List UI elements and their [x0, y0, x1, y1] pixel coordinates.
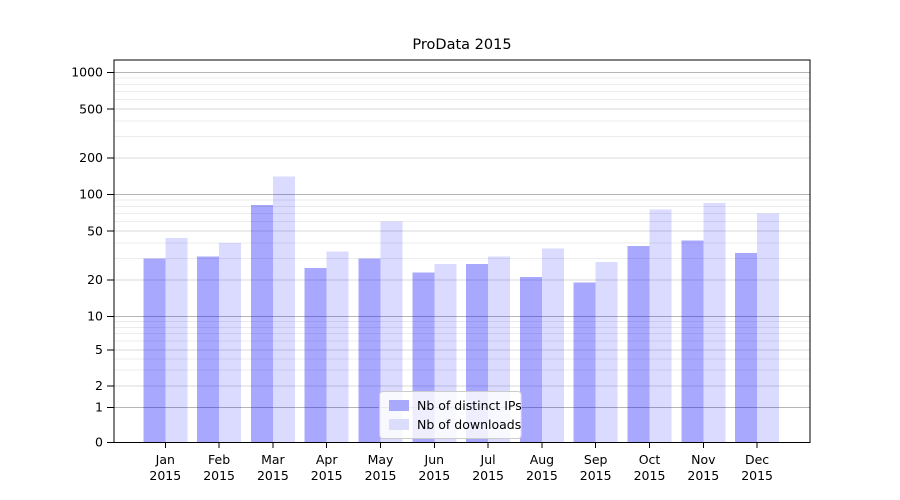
x-tick-label-month: Feb: [208, 452, 230, 467]
y-tick-label: 0: [95, 435, 103, 450]
y-tick-label: 50: [87, 223, 103, 238]
y-tick-label: 1: [95, 400, 103, 415]
bar-downloads-jan: [165, 237, 188, 443]
x-tick-label-year: 2015: [257, 468, 289, 483]
x-tick-label-year: 2015: [203, 468, 235, 483]
bar-downloads-oct: [649, 209, 672, 443]
bar-distinct-ips-may: [358, 258, 381, 443]
bar-downloads-feb: [219, 243, 242, 443]
bar-distinct-ips-apr: [304, 267, 327, 443]
bar-distinct-ips-aug: [519, 277, 542, 443]
y-tick-label: 2: [95, 378, 103, 393]
legend-swatch-distinct-ips: [389, 400, 409, 411]
bar-downloads-may: [380, 221, 403, 443]
x-tick-label-year: 2015: [526, 468, 558, 483]
x-tick-label-month: Mar: [261, 452, 285, 467]
y-tick-label: 100: [79, 187, 103, 202]
bar-downloads-mar: [272, 176, 295, 443]
y-tick-label: 200: [79, 150, 103, 165]
bar-distinct-ips-sep: [573, 282, 596, 443]
bar-downloads-apr: [326, 251, 349, 443]
bar-distinct-ips-oct: [627, 245, 650, 443]
x-tick-label-month: Oct: [639, 452, 661, 467]
y-tick-label: 5: [95, 342, 103, 357]
x-tick-label-month: May: [368, 452, 394, 467]
legend-label-distinct-ips: Nb of distinct IPs: [417, 398, 522, 413]
x-tick-label-month: Aug: [530, 452, 554, 467]
x-tick-label-year: 2015: [149, 468, 181, 483]
bar-downloads-nov: [703, 203, 726, 443]
bar-distinct-ips-mar: [250, 205, 273, 443]
legend-label-downloads: Nb of downloads: [417, 417, 522, 432]
legend: Nb of distinct IPs Nb of downloads: [379, 391, 522, 439]
x-tick-label-month: Apr: [316, 452, 338, 467]
x-tick-label-year: 2015: [687, 468, 719, 483]
legend-item-distinct-ips: Nb of distinct IPs: [389, 398, 522, 413]
bar-distinct-ips-jan: [143, 258, 166, 443]
y-tick-label: 1000: [71, 65, 103, 80]
x-tick-label-year: 2015: [741, 468, 773, 483]
x-tick-label-year: 2015: [634, 468, 666, 483]
y-tick-label: 20: [87, 272, 103, 287]
y-tick-label: 500: [79, 101, 103, 116]
bar-distinct-ips-nov: [681, 240, 704, 443]
bar-downloads-sep: [595, 261, 618, 443]
x-tick-label-month: Jan: [155, 452, 175, 467]
x-tick-label-year: 2015: [418, 468, 450, 483]
axes-frame: [113, 59, 811, 443]
bar-downloads-aug: [541, 248, 564, 443]
chart-title: ProData 2015: [412, 37, 512, 53]
x-tick-label-month: Sep: [584, 452, 608, 467]
x-tick-label-year: 2015: [365, 468, 397, 483]
x-tick-label-year: 2015: [311, 468, 343, 483]
x-tick-label-month: Nov: [691, 452, 716, 467]
x-tick-label-year: 2015: [580, 468, 612, 483]
bar-downloads-dec: [757, 213, 780, 443]
y-tick-label: 10: [87, 309, 103, 324]
x-tick-label-month: Dec: [745, 452, 769, 467]
bar-distinct-ips-feb: [197, 256, 220, 443]
x-tick-label-year: 2015: [472, 468, 504, 483]
x-tick-label-month: Jun: [424, 452, 445, 467]
x-tick-label-month: Jul: [480, 452, 496, 467]
legend-swatch-downloads: [389, 419, 409, 430]
bar-distinct-ips-dec: [735, 253, 758, 443]
legend-item-downloads: Nb of downloads: [389, 417, 521, 432]
